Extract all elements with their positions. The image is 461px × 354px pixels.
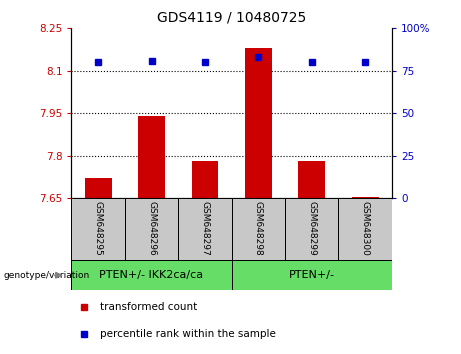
Bar: [298, 161, 325, 198]
Title: GDS4119 / 10480725: GDS4119 / 10480725: [157, 10, 306, 24]
Bar: [178, 198, 231, 260]
Text: PTEN+/- IKK2ca/ca: PTEN+/- IKK2ca/ca: [100, 270, 204, 280]
Text: GSM648297: GSM648297: [201, 201, 209, 256]
Bar: [85, 178, 112, 198]
Text: percentile rank within the sample: percentile rank within the sample: [100, 329, 276, 339]
Bar: [245, 48, 272, 198]
Text: GSM648300: GSM648300: [361, 201, 370, 256]
Text: GSM648299: GSM648299: [307, 201, 316, 256]
Text: transformed count: transformed count: [100, 302, 198, 312]
Text: genotype/variation: genotype/variation: [4, 271, 90, 280]
Text: GSM648295: GSM648295: [94, 201, 103, 256]
Text: GSM648298: GSM648298: [254, 201, 263, 256]
Bar: [352, 197, 378, 198]
Bar: [71, 198, 125, 260]
Text: GSM648296: GSM648296: [147, 201, 156, 256]
Bar: [71, 260, 231, 290]
Bar: [231, 198, 285, 260]
Text: PTEN+/-: PTEN+/-: [289, 270, 335, 280]
Bar: [338, 198, 392, 260]
Bar: [138, 116, 165, 198]
Bar: [231, 260, 392, 290]
Bar: [125, 198, 178, 260]
Bar: [285, 198, 338, 260]
Bar: [192, 161, 219, 198]
